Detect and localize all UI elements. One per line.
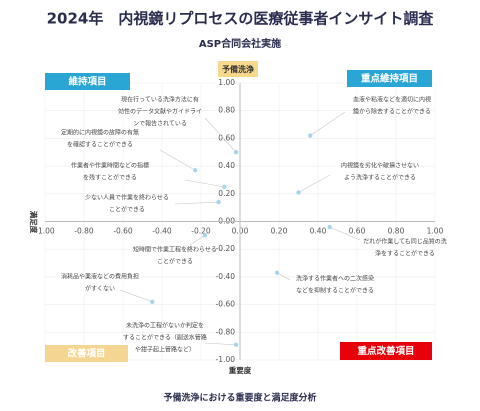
point-annotation: 浄をすることができる	[375, 250, 435, 258]
chart-title: 2024年 内視鏡リプロセスの医療従事者インサイト調査	[47, 10, 435, 28]
point	[296, 190, 301, 195]
leader-line	[204, 117, 237, 153]
point	[222, 184, 227, 190]
point-annotation: 鏡から除去することができる	[353, 108, 431, 116]
leader-line	[329, 226, 361, 241]
x-tick-label: 0.20	[271, 227, 288, 236]
point-annotation: や鉗子起上管路など）	[135, 346, 195, 354]
y-tick-label: 0.60	[218, 133, 235, 142]
y-tick-label: -0.60	[216, 300, 236, 309]
y-tick-label: 0.20	[218, 189, 235, 198]
x-tick-label: -0.40	[152, 227, 172, 236]
x-tick-label: -0.60	[113, 227, 133, 236]
point-annotation: することができる（副送水管路	[123, 334, 207, 342]
point-annotation: がすくない	[85, 285, 115, 293]
quadrant-box	[45, 345, 128, 362]
y-tick-label: 0.80	[218, 106, 235, 115]
point	[233, 150, 239, 155]
point-annotation: ことができる	[157, 258, 193, 266]
point-annotation: を残すことができる	[83, 174, 137, 182]
point-annotation: 定期的に内視鏡の故障の有無	[61, 129, 139, 137]
x-tick-label: -0.80	[74, 227, 94, 236]
y-tick-label: 1.00	[218, 78, 235, 87]
header-box	[218, 61, 258, 77]
point-annotation: 作業者や作業時間などの指標	[71, 162, 149, 170]
point	[150, 299, 155, 305]
y-tick-label: 0.40	[218, 161, 235, 170]
leader-line	[159, 149, 196, 171]
x-tick-label: 0.60	[349, 227, 366, 236]
x-tick-label: 1.00	[427, 227, 444, 236]
point-annotation: よう洗浄することができる	[344, 174, 416, 182]
y-tick-label: -0.20	[216, 244, 236, 253]
quadrant-label: 重点改善項目	[357, 345, 414, 357]
point-annotation: などを抑制することができる	[296, 287, 374, 295]
leader-line	[276, 272, 291, 281]
leader-line	[189, 235, 206, 246]
quadrant-label: 改善項目	[67, 348, 105, 360]
x-tick-label: 0.80	[388, 227, 405, 236]
point	[308, 133, 313, 138]
point	[274, 270, 280, 275]
leader-line	[298, 174, 331, 193]
leader-line	[184, 179, 225, 188]
leader-line	[310, 111, 346, 136]
header-label: 予備洗浄	[222, 64, 254, 74]
chart-caption: 予備洗浄における重要度と満足度分析	[163, 392, 316, 404]
x-tick-label: 0.40	[310, 227, 327, 236]
quadrant-label: 重点維持項目	[361, 73, 418, 85]
chart-subtitle: ASP合同会社実施	[199, 37, 281, 50]
point-annotation: だれが作業しても同じ品質の洗	[363, 238, 447, 246]
quadrant-label: 維持項目	[68, 76, 106, 88]
point	[216, 199, 221, 205]
quadrant-box	[45, 73, 130, 90]
point	[233, 342, 239, 347]
x-tick-label: -0.20	[191, 227, 211, 236]
leader-line	[119, 289, 153, 303]
quadrant-box	[340, 342, 432, 360]
y-tick-label: -0.80	[216, 327, 236, 336]
point-annotation: 血液や粘液などを適切に内視	[353, 96, 431, 104]
leader-line	[204, 342, 237, 346]
point-annotation: 内視鏡を劣化や破損させない	[341, 162, 419, 170]
x-axis-label: 重要度	[229, 365, 252, 375]
point-annotation: 短時間で作業工程を終わらせる	[133, 246, 217, 254]
point-annotation: 現在行っている洗浄方法に有	[121, 96, 199, 104]
point-annotation: 洗浄する作業者への二次感染	[296, 275, 374, 283]
point-annotation: 消耗品や薬液などの費用負担	[61, 273, 139, 281]
y-tick-label: -1.00	[216, 355, 236, 364]
point-annotation: を確認することができる	[67, 141, 133, 149]
point	[202, 233, 208, 238]
point-annotation: 未洗浄の工程がないか判定を	[126, 322, 204, 330]
y-axis-label: 満足度	[29, 211, 39, 234]
x-tick-label: -1.00	[35, 227, 55, 236]
point-annotation: ンで報告されている	[133, 120, 187, 128]
leader-line	[174, 201, 219, 205]
point	[192, 168, 198, 173]
point-annotation: 効性のデータ文献やガイドライ	[118, 108, 202, 116]
point-annotation: ことができる	[109, 206, 145, 214]
quadrant-box	[347, 70, 432, 87]
point-annotation: 少ない人員で作業を終わらせる	[85, 194, 169, 202]
point	[327, 224, 332, 230]
y-tick-label: -0.40	[216, 272, 236, 281]
